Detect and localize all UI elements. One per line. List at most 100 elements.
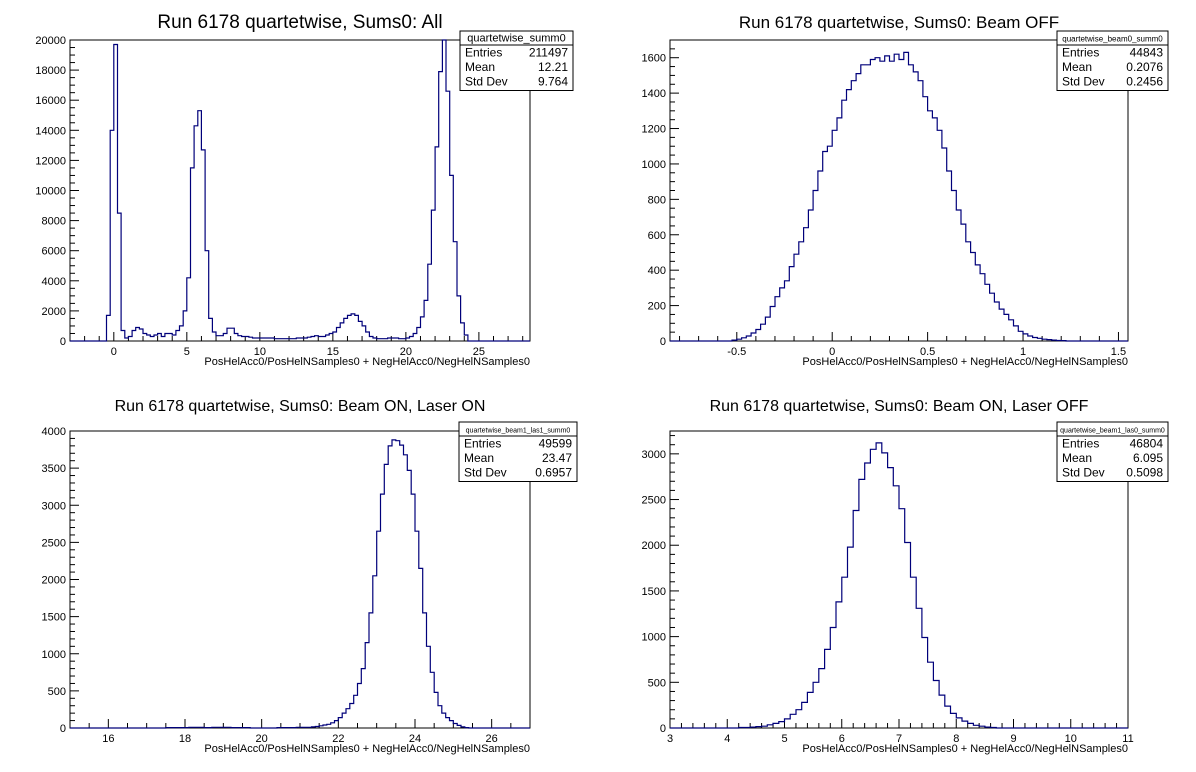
stats-box: quartetwise_beam0_summ0 Entries 44843 Mean 0… <box>1056 30 1169 91</box>
stats-name: quartetwise_summ0 <box>467 33 565 45</box>
stats-label: Mean <box>465 60 495 74</box>
x-tick-label: 7 <box>896 733 902 745</box>
stats-value: 9.764 <box>538 75 568 89</box>
y-tick-label: 12000 <box>35 155 66 167</box>
stats-box-frame <box>459 30 574 91</box>
stats-box: quartetwise_beam1_las1_summ0 Entries 49599… <box>458 421 578 482</box>
y-tick-label: 3000 <box>642 449 666 461</box>
x-tick-label: 22 <box>332 733 344 745</box>
x-tick-label: 4 <box>724 733 730 745</box>
y-tick-label: 2000 <box>42 306 66 318</box>
histogram-line <box>670 442 1128 729</box>
stats-value: 49599 <box>539 437 573 451</box>
x-tick-label: 11 <box>1122 733 1133 745</box>
stats-label: Entries <box>1062 46 1099 60</box>
histogram-line <box>70 439 530 729</box>
y-tick-label: 0 <box>60 336 66 348</box>
x-tick-label: 5 <box>184 346 190 358</box>
x-tick-label: -0.5 <box>727 346 746 358</box>
stats-value: 0.5098 <box>1126 466 1163 480</box>
y-tick-label: 8000 <box>42 216 66 228</box>
y-tick-label: 0 <box>660 336 666 348</box>
y-tick-label: 2500 <box>42 537 66 549</box>
histogram-pad-4: Run 6178 quartetwise, Sums0: Beam ON, La… <box>642 398 1169 755</box>
y-tick-label: 500 <box>648 677 666 689</box>
stats-label: Std Dev <box>1062 466 1105 480</box>
stats-label: Std Dev <box>464 466 507 480</box>
x-tick-label: 26 <box>486 733 498 745</box>
stats-label: Entries <box>1062 437 1099 451</box>
y-tick-label: 4000 <box>42 276 66 288</box>
y-tick-label: 1000 <box>642 159 666 171</box>
y-tick-label: 500 <box>48 686 66 698</box>
stats-value: 0.6957 <box>535 466 572 480</box>
stats-label: Entries <box>465 46 502 60</box>
y-tick-label: 2000 <box>642 540 666 552</box>
x-axis-label: PosHelAcc0/PosHelNSamples0 + NegHelAcc0/… <box>802 743 1128 755</box>
stats-label: Std Dev <box>1062 75 1105 89</box>
x-tick-label: 20 <box>400 346 412 358</box>
x-tick-label: 10 <box>1065 733 1077 745</box>
chart-title: Run 6178 quartetwise, Sums0: Beam OFF <box>739 13 1059 32</box>
y-tick-label: 6000 <box>42 246 66 258</box>
stats-label: Mean <box>464 451 494 465</box>
stats-label: Std Dev <box>465 75 508 89</box>
x-tick-label: 15 <box>327 346 339 358</box>
x-tick-label: 0.5 <box>920 346 935 358</box>
stats-value: 6.095 <box>1133 451 1163 465</box>
y-tick-label: 200 <box>648 301 666 313</box>
stats-value: 44843 <box>1130 46 1164 60</box>
y-tick-label: 20000 <box>35 35 66 47</box>
y-tick-label: 600 <box>648 230 666 242</box>
y-tick-label: 3500 <box>42 463 66 475</box>
stats-value: 0.2456 <box>1126 75 1163 89</box>
y-tick-label: 1500 <box>642 586 666 598</box>
x-tick-label: 9 <box>1010 733 1016 745</box>
y-tick-label: 400 <box>648 265 666 277</box>
histogram-pad-3: Run 6178 quartetwise, Sums0: Beam ON, La… <box>42 398 578 755</box>
stats-box-frame <box>458 421 578 482</box>
stats-label: Mean <box>1062 60 1092 74</box>
histogram-line <box>70 39 530 342</box>
stats-box-frame <box>1056 30 1169 91</box>
y-tick-label: 14000 <box>35 125 66 137</box>
stats-name: quartetwise_beam1_las0_summ0 <box>1060 428 1165 435</box>
stats-value: 12.21 <box>538 60 568 74</box>
stats-box-frame <box>1056 421 1169 482</box>
x-tick-label: 1.5 <box>1111 346 1126 358</box>
x-tick-label: 20 <box>256 733 268 745</box>
x-tick-label: 1 <box>1020 346 1026 358</box>
x-tick-label: 16 <box>102 733 114 745</box>
y-tick-label: 1400 <box>642 88 666 100</box>
x-tick-label: 8 <box>953 733 959 745</box>
chart-title: Run 6178 quartetwise, Sums0: Beam ON, La… <box>710 398 1089 415</box>
x-tick-label: 0 <box>829 346 835 358</box>
stats-value: 0.2076 <box>1126 60 1163 74</box>
chart-title: Run 6178 quartetwise, Sums0: Beam ON, La… <box>115 398 486 415</box>
x-axis-label: PosHelAcc0/PosHelNSamples0 + NegHelAcc0/… <box>802 356 1128 368</box>
y-tick-label: 2500 <box>642 495 666 507</box>
y-tick-label: 0 <box>660 723 666 735</box>
x-tick-label: 10 <box>254 346 266 358</box>
stats-label: Mean <box>1062 451 1092 465</box>
y-tick-label: 1200 <box>642 124 666 136</box>
y-tick-label: 18000 <box>35 65 66 77</box>
y-tick-label: 2000 <box>42 575 66 587</box>
stats-value: 23.47 <box>542 451 572 465</box>
y-tick-label: 4000 <box>42 426 66 438</box>
y-tick-label: 1600 <box>642 53 666 65</box>
histogram-pad-1: Run 6178 quartetwise, Sums0: All 0 5 10 15 20… <box>35 12 574 368</box>
stats-value: 46804 <box>1130 437 1164 451</box>
y-tick-label: 3000 <box>42 500 66 512</box>
y-tick-label: 1500 <box>42 612 66 624</box>
y-tick-label: 1000 <box>42 649 66 661</box>
x-tick-label: 3 <box>667 733 673 745</box>
x-tick-label: 24 <box>409 733 421 745</box>
y-tick-label: 10000 <box>35 186 66 198</box>
stats-label: Entries <box>464 437 501 451</box>
histogram-line <box>670 51 1128 342</box>
x-axis-label: PosHelAcc0/PosHelNSamples0 + NegHelAcc0/… <box>204 356 530 368</box>
x-tick-label: 25 <box>473 346 485 358</box>
